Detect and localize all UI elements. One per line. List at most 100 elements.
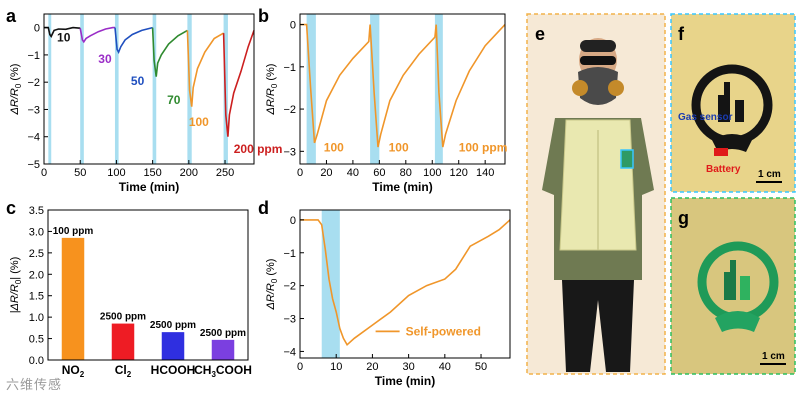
x-tick-label-b-1: 20 [320,167,332,179]
plot-frame-b [299,13,506,165]
y-tick-label-d-0: 0 [290,215,296,227]
bar-value-label-1: 2500 ppm [100,312,146,323]
y-tick-label-c-5: 2.5 [29,248,44,260]
annotation-a-2: 50 [131,74,145,88]
x-tick-label-a-4: 200 [180,167,198,179]
exposure-band-b-1 [370,14,380,164]
category-label-1: Cl2 [115,363,132,379]
exposure-band-d-0 [321,210,340,358]
series-line-a-0 [44,26,81,38]
exposure-band-a-2 [114,14,119,164]
panel-label-d: d [258,198,269,218]
exposure-band-a-1 [80,14,84,164]
x-tick-label-a-5: 250 [216,167,234,179]
y-tick-label-a-1: −1 [27,50,40,62]
annotation-a-3: 70 [167,93,181,107]
hair-illustration [580,40,616,52]
y-tick-label-a-2: −2 [27,77,40,89]
y-tick-label-c-7: 3.5 [29,205,44,217]
x-tick-label-a-3: 150 [143,167,161,179]
y-tick-label-d-2: −2 [283,281,296,293]
y-tick-label-b-2: −2 [283,104,296,116]
annotation-b-0: 100 [324,140,344,154]
y-tick-label-c-4: 2.0 [29,269,44,281]
annotation-b-2: 100 ppm [459,140,508,154]
battery-marker [714,148,728,156]
annotation-a-1: 30 [98,52,112,66]
y-tick-label-d-1: −1 [283,248,296,260]
watermark: 六维传感 [6,377,63,392]
photo-e: e [526,13,666,375]
logo-building-f [735,100,744,122]
bar-0 [61,237,85,360]
goggles-illustration [580,56,616,65]
y-tick-label-b-1: −1 [283,62,296,74]
y-tick-label-c-6: 3.0 [29,226,44,238]
y-tick-label-a-0: 0 [34,23,40,35]
chart-b: 0 20 40 60 80 100 120 140 0 −1 −2 −3 Time (min) ΔR/R0… [265,13,508,194]
x-tick-label-b-5: 100 [423,167,441,179]
x-tick-label-b-7: 140 [476,167,494,179]
pants-illustration [562,280,634,372]
category-label-3: CH3COOH [194,363,252,379]
annotation-a-0: 10 [57,30,71,44]
chart-a: 0 50 100 150 200 250 0 −1 −2 −3 −4 −5 Time (min) ΔR/R… [9,13,283,194]
x-tick-label-b-0: 0 [297,167,303,179]
panel-label-c: c [6,198,16,218]
annotation-a-5: 200 ppm [234,142,283,156]
gas-mask-illustration [578,67,618,105]
bar-3 [211,339,235,360]
photo-g: g 1 cm [670,197,796,375]
y-tick-label-d-3: −3 [283,314,296,326]
x-tick-label-b-4: 80 [400,167,412,179]
y-tick-label-a-5: −5 [27,159,40,171]
x-tick-label-d-3: 30 [402,361,414,373]
y-tick-label-d-4: −4 [283,346,296,358]
y-tick-label-c-2: 1.0 [29,312,44,324]
y-tick-label-b-0: 0 [290,20,296,32]
y-axis-label-d: ΔR/R0 (%) [265,259,279,311]
y-tick-label-c-3: 1.5 [29,291,44,303]
logo-city-g [724,260,736,300]
y-tick-label-b-3: −3 [283,146,296,158]
panel-label-e: e [535,24,545,44]
x-tick-label-b-3: 60 [373,167,385,179]
x-tick-label-d-5: 50 [475,361,487,373]
series-line-a-2 [114,26,153,55]
y-tick-label-a-4: −4 [27,132,40,144]
y-tick-label-c-1: 0.5 [29,334,44,346]
bar-value-label-3: 2500 ppm [200,328,246,339]
series-line-d-0 [300,219,511,347]
logo-city-f [718,82,730,122]
logo-building-g [740,276,750,300]
y-axis-label-a: ΔR/R0 (%) [9,64,23,116]
gas-sensor-label: Gas sensor [678,112,733,123]
x-tick-label-a-2: 100 [107,167,125,179]
x-tick-label-b-2: 40 [347,167,359,179]
photo-f-frame [670,13,796,193]
panel-label-b: b [258,6,269,26]
series-line-b-0 [300,23,506,148]
panel-label-g: g [678,208,689,228]
bar-value-label-0: 100 ppm [53,226,94,237]
x-tick-label-d-4: 40 [439,361,451,373]
annotation-b-1: 100 [389,140,409,154]
plot-frame-c [47,209,249,361]
photo-f: f Gas sensor Battery 1 cm [670,13,796,193]
chart-d: 0 10 20 30 40 50 0 −1 −2 −3 −4 Time (min) ΔR/R0 (%) S… [265,209,511,388]
x-tick-label-a-0: 0 [41,167,47,179]
plot-frame-d [299,209,511,359]
sensor-badge-illustration [620,149,634,169]
scale-text-g: 1 cm [762,351,785,362]
x-tick-label-a-1: 50 [74,167,86,179]
x-tick-label-d-0: 0 [297,361,303,373]
panel-label-a: a [6,6,17,26]
mask-filter-left [572,80,588,96]
x-tick-label-b-6: 120 [450,167,468,179]
y-axis-label-c: |ΔR/R0| (%) [9,257,23,314]
exposure-band-a-0 [48,14,52,164]
exposure-band-a-3 [152,14,157,164]
logo-leaf-f [712,134,752,152]
category-label-2: HCOOH [151,363,196,377]
